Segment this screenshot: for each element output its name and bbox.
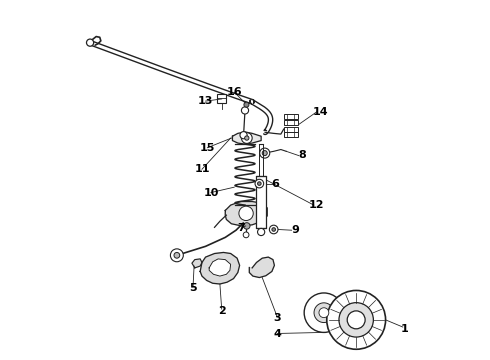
- Text: 11: 11: [194, 164, 210, 174]
- Circle shape: [270, 225, 278, 234]
- Bar: [284, 132, 298, 136]
- Circle shape: [262, 150, 267, 156]
- Circle shape: [314, 303, 334, 323]
- Text: 5: 5: [189, 283, 197, 293]
- Circle shape: [244, 223, 250, 229]
- Text: 2: 2: [218, 306, 225, 316]
- Text: 3: 3: [273, 313, 281, 323]
- Polygon shape: [232, 132, 261, 144]
- Polygon shape: [249, 257, 274, 278]
- Text: 16: 16: [226, 87, 242, 97]
- Polygon shape: [209, 259, 231, 276]
- Polygon shape: [192, 259, 202, 268]
- Text: 14: 14: [313, 107, 328, 117]
- Text: 4: 4: [273, 329, 281, 339]
- Circle shape: [258, 182, 261, 185]
- Circle shape: [304, 293, 343, 332]
- Circle shape: [242, 107, 248, 114]
- Circle shape: [239, 206, 253, 221]
- Polygon shape: [225, 202, 267, 226]
- Text: 1: 1: [401, 324, 409, 334]
- Bar: [284, 114, 298, 119]
- Circle shape: [244, 102, 249, 107]
- Bar: [218, 94, 226, 103]
- Bar: [256, 176, 266, 228]
- Circle shape: [243, 232, 249, 238]
- Text: 10: 10: [203, 188, 219, 198]
- Bar: [284, 120, 298, 125]
- Circle shape: [245, 136, 249, 140]
- Circle shape: [87, 39, 94, 46]
- Polygon shape: [200, 252, 240, 284]
- Circle shape: [339, 303, 373, 337]
- Circle shape: [347, 311, 365, 329]
- Circle shape: [272, 228, 275, 231]
- Text: 9: 9: [291, 225, 299, 235]
- Circle shape: [260, 148, 270, 158]
- Text: 13: 13: [198, 96, 213, 106]
- Circle shape: [258, 228, 265, 235]
- Circle shape: [255, 179, 264, 188]
- Circle shape: [171, 249, 183, 262]
- Text: 15: 15: [199, 143, 215, 153]
- Circle shape: [240, 132, 247, 139]
- Text: 7: 7: [238, 224, 245, 233]
- Circle shape: [319, 308, 329, 318]
- Text: 12: 12: [309, 200, 324, 210]
- Text: 8: 8: [298, 150, 306, 160]
- Circle shape: [327, 291, 386, 349]
- Text: 6: 6: [271, 179, 279, 189]
- Bar: [284, 127, 298, 132]
- Circle shape: [174, 252, 180, 258]
- Circle shape: [242, 133, 252, 143]
